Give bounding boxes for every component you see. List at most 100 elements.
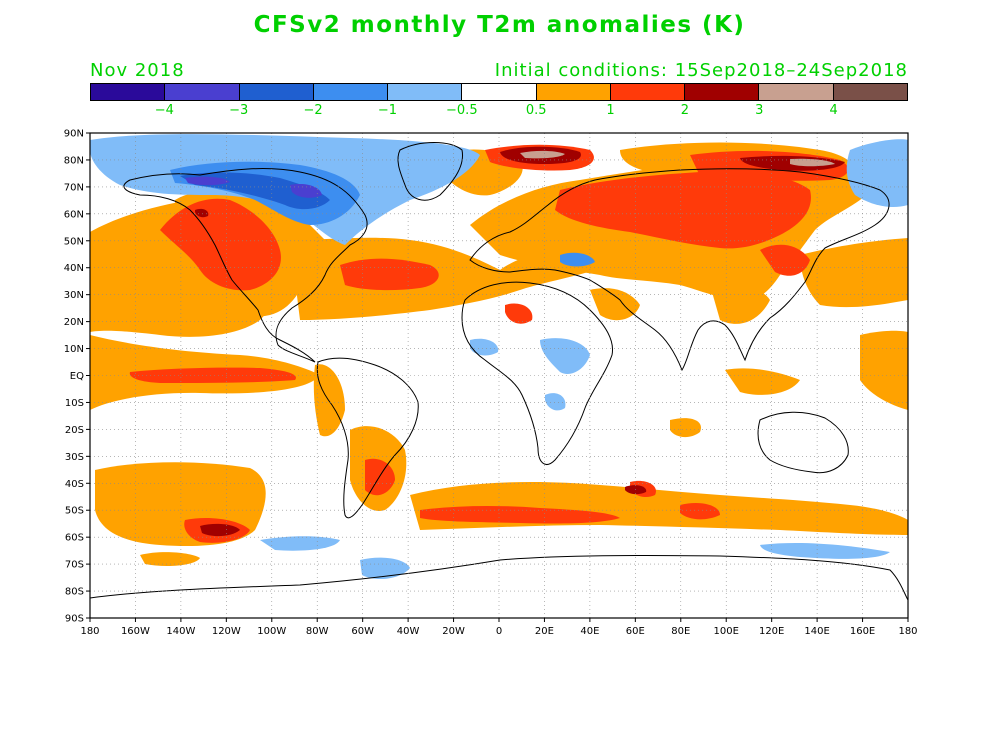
lat-tick-label: 40S <box>65 479 84 490</box>
lat-tick-label: 80N <box>64 155 84 166</box>
lat-tick-label: 10S <box>65 398 84 409</box>
lat-tick-label: 90S <box>65 614 84 625</box>
colorbar-label: 2 <box>680 103 690 118</box>
warm-area-northeast-pacific <box>800 238 908 308</box>
coastline-australia <box>757 411 849 474</box>
colorbar-swatch-4 <box>388 84 463 100</box>
warm-area-arabia <box>590 288 640 321</box>
lon-tick-label: 120W <box>212 626 241 637</box>
cold-area-northeast-siberia <box>846 139 908 207</box>
coastline-north-america <box>123 168 368 363</box>
lon-tick-label: 20E <box>535 626 554 637</box>
colorbar-swatch-0 <box>91 84 166 100</box>
colorbar-swatch-6 <box>536 84 611 100</box>
graticule <box>90 133 908 618</box>
colorbar-swatch-10 <box>833 84 907 100</box>
lon-tick-label: 100W <box>257 626 286 637</box>
colorbar-swatch-2 <box>239 84 314 100</box>
latitude-axis: 90N 80N 70N 60N 50N 40N 30N 20N 10N EQ 10S 20S 30S 40… <box>64 129 90 625</box>
lat-tick-label: 60N <box>64 209 84 220</box>
valid-month-label: Nov 2018 <box>90 60 185 81</box>
colorbar-swatch-8 <box>685 84 760 100</box>
lat-tick-label: 30N <box>64 290 84 301</box>
extreme-warm-area-east-siberian-core <box>790 158 835 167</box>
colorbar-label: −0.5 <box>446 103 478 118</box>
warm-area-east-pacific-tropics <box>860 330 908 410</box>
warm-area-southwest-pacific <box>140 552 200 566</box>
lat-tick-label: 70S <box>65 560 84 571</box>
colorbar-swatch-1 <box>165 84 240 100</box>
extreme-warm-anomaly-areas <box>195 146 845 537</box>
strong-warm-area-china <box>760 244 810 276</box>
lat-tick-label: 20S <box>65 425 84 436</box>
lat-tick-label: 30S <box>65 452 84 463</box>
colorbar-label: 3 <box>755 103 764 118</box>
lon-tick-label: 180 <box>898 626 917 637</box>
lat-tick-label: 40N <box>64 263 84 274</box>
colorbar-swatch-9 <box>759 84 834 100</box>
colorbar-label: 1 <box>606 103 615 118</box>
warm-area-maritime-continent <box>725 368 800 395</box>
warm-area-tibet <box>710 283 770 324</box>
lon-tick-label: 140W <box>166 626 195 637</box>
lon-tick-label: 100E <box>714 626 739 637</box>
cold-area-antarctic-pacific <box>260 536 340 551</box>
colorbar-label: 0.5 <box>525 103 547 118</box>
lat-tick-label: 50S <box>65 506 84 517</box>
lon-tick-label: 60E <box>626 626 645 637</box>
longitude-axis: 180 160W 140W 120W 100W 80W 60W 40W 20W 0 20E 40E 60… <box>80 618 918 637</box>
cold-area-antarctic-east <box>760 542 890 559</box>
lon-tick-label: 180 <box>80 626 99 637</box>
colorbar-swatch-7 <box>610 84 686 100</box>
coastline-south-america <box>316 357 419 519</box>
lon-tick-label: 40E <box>580 626 599 637</box>
strong-warm-area-argentina <box>365 458 395 496</box>
lat-tick-label: 50N <box>64 236 84 247</box>
initial-conditions-label: Initial conditions: 15Sep2018–24Sep2018 <box>494 60 908 81</box>
lat-tick-label: EQ <box>70 371 84 382</box>
extreme-warm-area-barents-core <box>520 150 565 159</box>
strong-warm-area-south-indian <box>680 503 720 520</box>
cold-area-central-africa <box>540 338 590 375</box>
lon-tick-label: 160W <box>121 626 150 637</box>
lon-tick-label: 80W <box>306 626 329 637</box>
colorbar <box>90 83 908 101</box>
lat-tick-label: 80S <box>65 587 84 598</box>
colorbar-swatch-3 <box>313 84 389 100</box>
cold-anomaly-areas <box>90 134 908 580</box>
lat-tick-label: 60S <box>65 533 84 544</box>
cold-area-canada-deep-core <box>185 176 230 186</box>
coastline-antarctica <box>90 554 908 601</box>
strong-warm-area-sahara <box>505 303 533 324</box>
cold-area-hudson-core <box>290 184 322 198</box>
cold-area-black-sea <box>560 252 595 267</box>
lon-tick-label: 140E <box>804 626 829 637</box>
coastline-eurasia <box>469 168 890 372</box>
lat-tick-label: 90N <box>64 129 84 140</box>
lat-tick-label: 10N <box>64 344 84 355</box>
coastlines <box>90 142 908 601</box>
lon-tick-label: 40W <box>397 626 420 637</box>
coastline-greenland <box>397 142 464 201</box>
lon-tick-label: 120E <box>759 626 784 637</box>
coastline-africa <box>461 281 614 465</box>
lon-tick-label: 80E <box>671 626 690 637</box>
lon-tick-label: 20W <box>442 626 465 637</box>
colorbar-label: −2 <box>303 103 323 118</box>
colorbar-label: 4 <box>829 103 838 118</box>
lat-tick-label: 70N <box>64 182 84 193</box>
colorbar-label: −1 <box>377 103 398 118</box>
extreme-warm-area-southeast-pacific <box>200 523 240 537</box>
lon-tick-label: 0 <box>496 626 502 637</box>
warm-area-south-america-coast <box>313 364 345 437</box>
chart-title: CFSv2 monthly T2m anomalies (K) <box>253 12 746 38</box>
cold-area-south-africa <box>545 393 566 411</box>
strong-warm-area-north-atlantic <box>340 258 439 291</box>
strong-warm-area-eurasia <box>555 171 811 249</box>
colorbar-label: −3 <box>229 103 249 118</box>
colorbar-label: −4 <box>154 103 174 118</box>
extreme-warm-area-alaska <box>195 208 209 218</box>
colorbar-swatch-5 <box>462 84 537 100</box>
cold-area-west-africa <box>470 338 499 356</box>
